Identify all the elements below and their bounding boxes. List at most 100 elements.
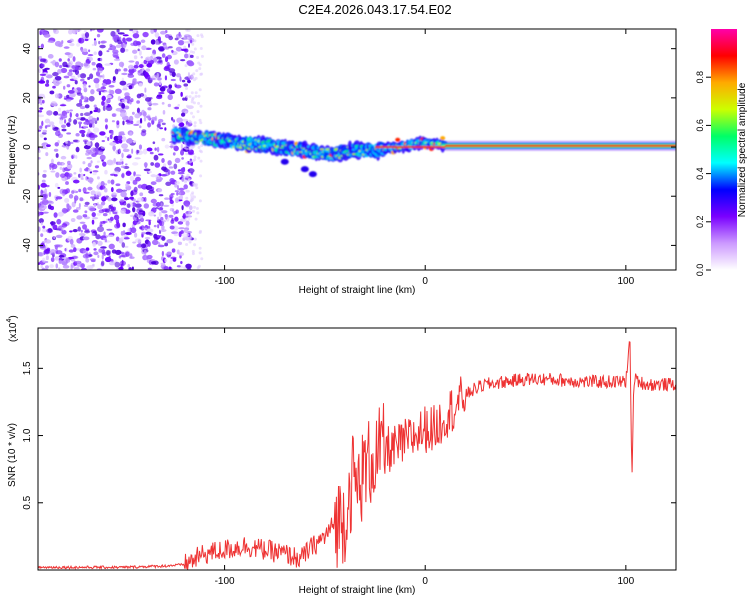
spectrogram-noise-cell xyxy=(93,104,97,108)
spectrogram-carrier-core xyxy=(445,144,676,147)
spectrogram-noise-cell xyxy=(98,248,103,253)
spectrogram-noise-cell xyxy=(185,220,190,227)
spectrogram-noise-cell xyxy=(53,29,60,35)
spectrogram-noise-cell xyxy=(74,197,77,204)
spectrogram-noise-cell xyxy=(180,261,183,265)
spectrogram-noise-cell xyxy=(197,264,201,268)
spectrogram-noise-cell xyxy=(83,173,86,177)
spectrogram-noise-cell xyxy=(191,42,195,46)
spectrogram-noise-cell xyxy=(157,77,162,81)
spectrogram-noise-cell xyxy=(95,195,100,198)
spectrogram-noise-cell xyxy=(72,209,79,213)
spectrogram-noise-cell xyxy=(161,101,165,105)
spectrogram-noise-cell xyxy=(174,84,182,89)
spectrogram-noise-cell xyxy=(62,264,70,269)
spectrogram-noise-cell xyxy=(107,137,110,142)
spectrogram-noise-cell xyxy=(186,267,192,270)
spectrogram-noise-cell xyxy=(190,111,194,115)
spectrogram-noise-cell xyxy=(83,112,91,117)
colorbar: 0.0 0.2 0.4 0.6 0.8 Normalized spectral ampl… xyxy=(695,29,748,276)
spectrogram-noise-cell xyxy=(42,68,47,72)
spectrogram-noise-cell xyxy=(174,106,180,110)
spectrogram-noise-cell xyxy=(168,166,174,169)
spectrogram-noise-cell xyxy=(161,250,164,257)
spectrogram-noise-cell xyxy=(187,213,191,217)
spectrogram-noise-cell xyxy=(71,190,75,194)
spectrogram-noise-cell xyxy=(114,249,122,255)
spectrogram-noise-cell xyxy=(134,220,141,225)
spectrogram-noise-cell xyxy=(51,124,56,129)
spectrogram-noise-cell xyxy=(139,125,142,129)
spectrogram-noise-cell xyxy=(55,172,60,178)
spectrogram-noise-cell xyxy=(191,209,195,213)
spectrogram-noise-cell xyxy=(180,59,186,62)
spectrogram-noise-cell xyxy=(77,73,81,78)
spectrogram-noise-cell xyxy=(93,251,99,256)
spectrogram-noise-cell xyxy=(153,224,157,228)
spectrogram-noise-cell xyxy=(119,158,124,162)
spectrogram-noise-cell xyxy=(138,214,144,219)
spectrogram-noise-cell xyxy=(146,114,151,121)
spectrogram-noise-cell xyxy=(145,68,151,72)
spectrogram-noise-cell xyxy=(180,91,183,97)
spectrogram-noise-cell xyxy=(164,242,169,247)
spectrogram-noise-cell xyxy=(143,249,147,256)
spectrogram-noise-cell xyxy=(182,97,186,101)
spectrogram-noise-cell xyxy=(84,230,91,234)
spectrogram-noise-cell xyxy=(92,263,95,267)
spectrogram-noise-cell xyxy=(153,29,157,33)
spectrogram-noise-cell xyxy=(107,218,110,221)
spectrogram-noise-cell xyxy=(84,32,90,38)
snr-scale-base: (x10 xyxy=(8,322,19,342)
spectrogram-noise-cell xyxy=(66,84,71,88)
spectrogram-noise-cell xyxy=(54,40,62,47)
spectrogram-noise-cell xyxy=(73,119,78,125)
spectrogram-noise-cell xyxy=(128,60,135,63)
spectrogram-noise-cell xyxy=(65,98,72,102)
snr-plot-area xyxy=(38,328,676,570)
spectrogram-noise-cell xyxy=(92,147,98,153)
spectrogram-noise-cell xyxy=(193,205,197,209)
spectrogram-noise-cell xyxy=(72,139,78,143)
spectrogram-noise-cell xyxy=(38,252,44,257)
spectrogram-noise-cell xyxy=(100,40,107,44)
spectrogram-noise-cell xyxy=(52,224,58,231)
spectrogram-noise-cell xyxy=(155,237,159,240)
spectrogram-noise-cell xyxy=(112,51,119,58)
spectrogram-noise-cell xyxy=(112,80,116,84)
spectrogram-noise-cell xyxy=(159,127,164,130)
spectrogram-noise-cell xyxy=(158,80,162,86)
spectrogram-noise-cell xyxy=(112,35,118,42)
spectrogram-noise-cell xyxy=(198,118,202,122)
spectrogram-x-ticks: -100 0 100 xyxy=(215,29,635,287)
spectrogram-noise-cell xyxy=(186,76,189,81)
spectrogram-noise-cell xyxy=(190,73,194,77)
spectrogram-noise-cell xyxy=(82,249,89,254)
spectrogram-noise-cell xyxy=(184,110,188,114)
spectrogram-noise-cell xyxy=(127,263,131,268)
spectrogram-noise-cell xyxy=(96,150,104,156)
spectrogram-noise-cell xyxy=(39,107,44,110)
spectrogram-noise-cell xyxy=(49,221,56,226)
spectrogram-noise-cell xyxy=(196,110,200,114)
spectrogram-noise-cell xyxy=(157,188,163,193)
spectrogram-x-label: Height of straight line (km) xyxy=(299,285,416,296)
spectrogram-noise-cell xyxy=(50,158,54,164)
spectrogram-noise-cell xyxy=(67,58,70,62)
spectrogram-noise-cell xyxy=(95,107,98,111)
spectrogram-noise-cell xyxy=(38,98,43,102)
spectrogram-noise-cell xyxy=(62,192,65,197)
spectrogram-noise-cell xyxy=(161,210,168,214)
spectrogram-noise-cell xyxy=(180,48,188,52)
spectrogram-noise-cell xyxy=(164,213,168,220)
spectrogram-noise-cell xyxy=(77,121,83,125)
spectrogram-noise-cell xyxy=(180,218,187,223)
spectrogram-noise-cell xyxy=(75,146,80,153)
spectrogram-noise-cell xyxy=(185,203,190,208)
spectrogram-noise-cell xyxy=(166,87,172,94)
spectrogram-noise-cell xyxy=(194,94,198,98)
spectrogram-noise-cell xyxy=(154,40,159,45)
spectrogram-noise-cell xyxy=(38,110,43,113)
spectrogram-noise-cell xyxy=(66,132,72,135)
spectrogram-noise-cell xyxy=(163,266,169,270)
